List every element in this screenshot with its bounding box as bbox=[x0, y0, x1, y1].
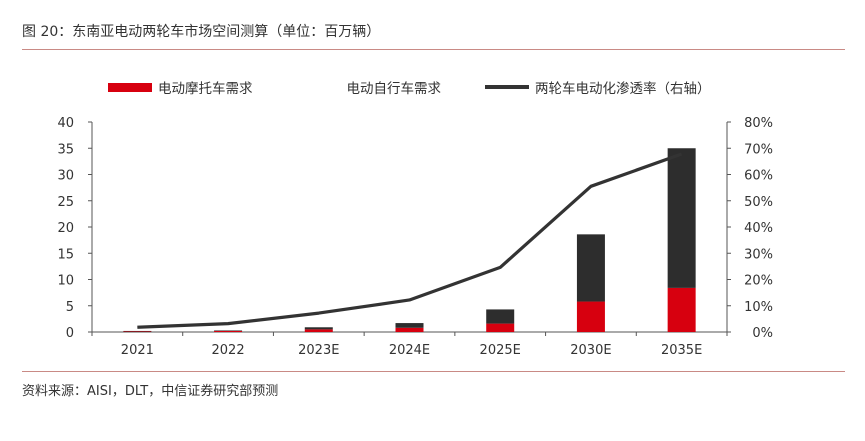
legend-swatch-penetration bbox=[485, 85, 529, 89]
y-left-tick-label: 35 bbox=[57, 142, 74, 157]
bar-motorcycle bbox=[395, 327, 424, 332]
bar-motorcycle bbox=[486, 323, 515, 332]
legend-item-bicycle: 电动自行车需求 bbox=[296, 77, 442, 97]
legend-label-penetration: 两轮车电动化渗透率（右轴） bbox=[535, 81, 711, 97]
x-tick-label: 2023E bbox=[298, 343, 339, 358]
bar-bicycle bbox=[395, 323, 424, 328]
x-tick-label: 2024E bbox=[389, 343, 430, 358]
legend-label-bicycle: 电动自行车需求 bbox=[346, 81, 442, 97]
y-left-tick-label: 20 bbox=[57, 221, 74, 236]
x-tick-label: 2021 bbox=[121, 343, 154, 358]
y-right-tick-label: 40% bbox=[744, 221, 773, 236]
y-left-tick-label: 15 bbox=[57, 247, 74, 262]
y-left-tick-label: 30 bbox=[57, 169, 74, 184]
bar-motorcycle bbox=[667, 287, 696, 332]
y-right-tick-label: 30% bbox=[744, 247, 773, 262]
bar-bicycle bbox=[214, 330, 243, 331]
y-left-tick-label: 10 bbox=[57, 274, 74, 289]
y-right-tick-label: 50% bbox=[744, 195, 773, 210]
bar-motorcycle bbox=[576, 301, 605, 332]
y-left-tick-label: 40 bbox=[57, 116, 74, 131]
y-right-tick-label: 20% bbox=[744, 274, 773, 289]
source-note: 资料来源：AISI，DLT，中信证券研究部预测 bbox=[22, 384, 279, 399]
x-tick-label: 2025E bbox=[480, 343, 521, 358]
chart-legend: 电动摩托车需求 电动自行车需求 两轮车电动化渗透率（右轴） bbox=[108, 77, 755, 97]
x-tick-label: 2022 bbox=[212, 343, 245, 358]
y-right-tick-label: 60% bbox=[744, 169, 773, 184]
chart-title: 图 20：东南亚电动两轮车市场空间测算（单位：百万辆） bbox=[22, 24, 381, 40]
legend-item-penetration: 两轮车电动化渗透率（右轴） bbox=[485, 77, 711, 97]
legend-item-motorcycle: 电动摩托车需求 bbox=[108, 77, 253, 97]
bar-bicycle bbox=[667, 148, 696, 288]
y-right-tick-label: 70% bbox=[744, 142, 773, 157]
bar-bicycle bbox=[486, 309, 515, 324]
y-left-tick-label: 5 bbox=[66, 300, 74, 315]
bar-bicycle bbox=[123, 330, 152, 332]
bar-motorcycle bbox=[123, 331, 152, 332]
bar-motorcycle bbox=[214, 330, 243, 332]
y-right-tick-label: 10% bbox=[744, 300, 773, 315]
y-right-tick-label: 0% bbox=[752, 326, 773, 341]
y-right-tick-label: 80% bbox=[744, 116, 773, 131]
y-left-tick-label: 25 bbox=[57, 195, 74, 210]
bar-bicycle bbox=[576, 234, 605, 302]
legend-swatch-bicycle bbox=[296, 82, 341, 92]
title-divider bbox=[22, 49, 845, 50]
legend-label-motorcycle: 电动摩托车需求 bbox=[158, 81, 253, 97]
x-tick-label: 2030E bbox=[570, 343, 611, 358]
source-divider bbox=[22, 371, 845, 372]
y-left-tick-label: 0 bbox=[66, 326, 74, 341]
bar-bicycle bbox=[304, 327, 333, 330]
legend-swatch-motorcycle bbox=[108, 82, 152, 92]
x-tick-label: 2035E bbox=[661, 343, 702, 358]
bar-motorcycle bbox=[304, 329, 333, 332]
